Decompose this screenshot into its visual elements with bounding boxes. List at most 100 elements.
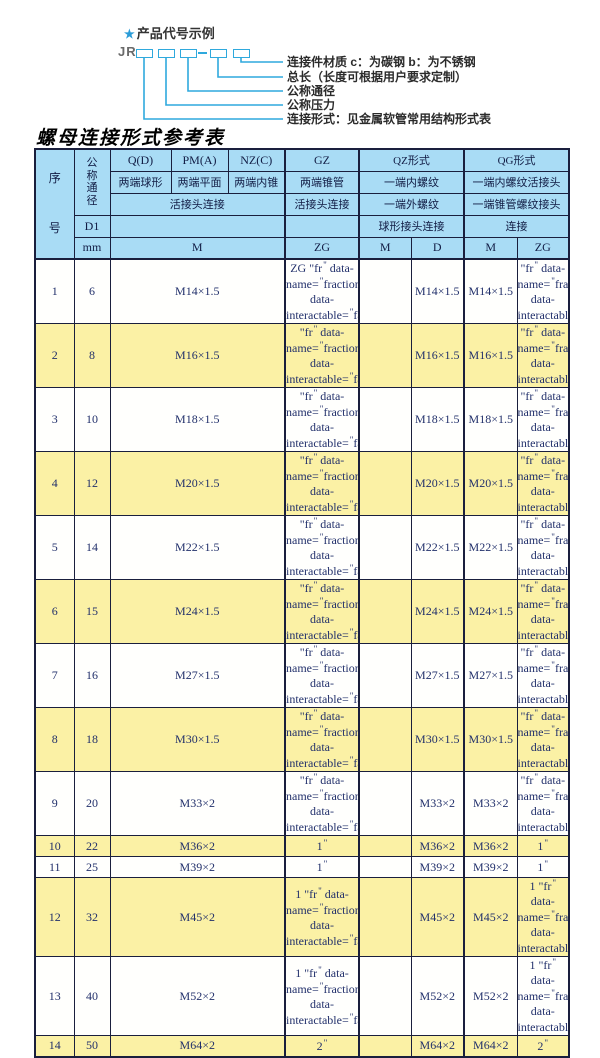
- inch-mark: ": [538, 879, 544, 893]
- table-row: 14 50 M64×2 2" M64×2 M64×2 2": [34, 1035, 570, 1057]
- inch-mark: ": [551, 340, 555, 350]
- cell-qz-m: [358, 956, 412, 1036]
- cell-qz-m: [358, 1035, 412, 1057]
- header-empty-2: [284, 214, 360, 238]
- inch-mark: ": [534, 580, 539, 591]
- cell-gz: "fr" data-name="fraction" data-interacta…: [284, 451, 360, 516]
- product-code-example-label: 产品代号示例: [136, 26, 215, 41]
- code-label-material: 连接件材质 c：为碳钢 b：为不锈钢: [287, 55, 476, 69]
- cell-m: M27×1.5: [109, 643, 286, 708]
- cell-no: 2: [34, 323, 75, 388]
- cell-qg-m: M24×1.5: [463, 579, 518, 644]
- cell-qz-m: [358, 579, 412, 644]
- cell-mm: 12: [73, 451, 111, 516]
- inch-mark: ": [551, 596, 555, 606]
- inch-mark: ": [323, 260, 327, 270]
- header-mm: mm: [73, 236, 111, 260]
- cell-m: M22×1.5: [109, 515, 286, 580]
- connector-lines: [143, 58, 283, 120]
- cell-gz: "fr" data-name="fraction" data-interacta…: [284, 323, 360, 388]
- cell-mm: 40: [73, 956, 111, 1036]
- header-gz-desc: 两端锥管: [284, 170, 360, 194]
- cell-qz-d: M36×2: [410, 835, 465, 857]
- header-qg-desc2: 一端锥管螺纹接头: [463, 192, 570, 216]
- cell-m: M36×2: [109, 835, 286, 857]
- cell-qz-d: M33×2: [410, 771, 465, 836]
- cell-no: 4: [34, 451, 75, 516]
- table-row: 10 22 M36×2 1" M36×2 M36×2 1": [34, 835, 570, 857]
- inch-mark: ": [299, 709, 305, 723]
- cell-no: 12: [34, 877, 75, 957]
- cell-gz: ZG "fr" data-name="fraction" data-intera…: [284, 258, 360, 324]
- cell-qz-m: [358, 387, 412, 452]
- header-zg: ZG: [284, 236, 360, 260]
- cell-no: 10: [34, 835, 75, 857]
- inch-mark: ": [319, 980, 324, 991]
- product-code-example-title: ★ 产品代号示例: [124, 23, 215, 42]
- cell-qg-m: M33×2: [463, 771, 518, 836]
- inch-mark: ": [551, 724, 555, 734]
- inch-mark: ": [534, 772, 539, 783]
- inch-mark: ": [551, 988, 555, 998]
- cell-m: M16×1.5: [109, 323, 286, 388]
- inch-mark: ": [534, 516, 539, 527]
- inch-mark: ": [313, 388, 318, 399]
- cell-mm: 22: [73, 835, 111, 857]
- cell-mm: 25: [73, 856, 111, 878]
- cell-gz: 2": [284, 1035, 360, 1057]
- cell-qz-d: M30×1.5: [410, 707, 465, 772]
- header-qz-d: D: [410, 236, 465, 260]
- cell-qg-zg: 1 "fr" data-name="fraction" data-interac…: [516, 877, 570, 957]
- header-row-2: 两端球形 两端平面 两端内锥 两端锥管 一端内螺纹 一端内螺纹活接头: [35, 170, 570, 194]
- header-col-nz: NZ(C): [227, 148, 286, 172]
- code-prefix: JR: [118, 44, 137, 59]
- header-row-1: 序号 公称通径 Q(D) PM(A) NZ(C) GZ QZ形式 QG形式: [34, 148, 570, 260]
- table-row: 412 M20×1.5 "fr" data-name="fraction" data…: [34, 451, 570, 516]
- inch-mark: ": [544, 838, 549, 848]
- header-qz-connection: 球形接头连接: [357, 214, 465, 238]
- inch-mark: ": [323, 859, 328, 869]
- cell-qz-m: [358, 258, 412, 324]
- inch-mark: ": [309, 261, 315, 275]
- inch-mark: ": [319, 901, 324, 912]
- header-qz-desc2: 一端外螺纹: [357, 192, 465, 216]
- header-row-4: D1 球形接头连接 连接: [35, 214, 570, 238]
- cell-qz-d: M16×1.5: [410, 323, 465, 388]
- cell-mm: 15: [73, 579, 111, 644]
- cell-qg-m: M20×1.5: [463, 451, 518, 516]
- inch-mark: ": [349, 627, 354, 637]
- inch-mark: ": [520, 645, 526, 659]
- header-qg-m: M: [463, 236, 518, 260]
- inch-mark: ": [349, 499, 354, 509]
- cell-qg-m: M39×2: [463, 856, 518, 878]
- cell-no: 3: [34, 387, 75, 452]
- inch-mark: ": [313, 452, 318, 463]
- inch-mark: ": [349, 755, 354, 765]
- code-label-pressure: 公称压力: [287, 98, 336, 112]
- cell-mm: 6: [73, 258, 111, 324]
- inch-mark: ": [299, 325, 305, 339]
- cell-mm: 20: [73, 771, 111, 836]
- cell-qg-m: M30×1.5: [463, 707, 518, 772]
- inch-mark: ": [520, 773, 526, 787]
- header-row-5: mm M ZG M D M ZG: [35, 236, 570, 260]
- inch-mark: ": [520, 517, 526, 531]
- header-empty-1: [109, 214, 286, 238]
- reference-table: 序号 公称通径 Q(D) PM(A) NZ(C) GZ QZ形式 QG形式 两端…: [34, 148, 571, 1058]
- cell-no: 9: [34, 771, 75, 836]
- inch-mark: ": [544, 859, 549, 869]
- code-box-1: [136, 49, 153, 58]
- inch-mark: ": [349, 691, 354, 701]
- header-col-qz: QZ形式: [357, 148, 465, 172]
- cell-qg-m: M22×1.5: [463, 515, 518, 580]
- header-d1: D1: [73, 214, 111, 238]
- code-box-3: [180, 49, 197, 58]
- cell-qg-zg: "fr" data-name="fraction" data-interacta…: [516, 387, 570, 452]
- cell-no: 11: [34, 856, 75, 878]
- header-union-connection: 活接头连接: [109, 192, 286, 216]
- inch-mark: ": [299, 453, 305, 467]
- header-nominal-diameter: 公称通径: [73, 148, 111, 216]
